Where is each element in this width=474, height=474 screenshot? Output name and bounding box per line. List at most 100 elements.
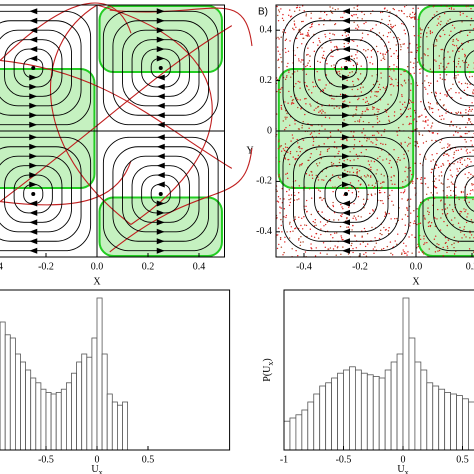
particle: [340, 235, 342, 237]
x-tick-label: 0.2: [142, 261, 155, 272]
particle: [280, 218, 282, 221]
particle: [351, 71, 353, 73]
particle: [429, 30, 432, 32]
particle: [440, 171, 443, 173]
particle: [318, 79, 320, 81]
particle: [286, 231, 288, 233]
particle: [295, 97, 298, 99]
particle: [321, 199, 323, 201]
particle: [468, 117, 470, 120]
flow-arrow: [29, 36, 38, 43]
particle: [459, 161, 462, 164]
particle: [317, 237, 320, 239]
particle: [379, 11, 382, 14]
particle: [355, 113, 357, 115]
particle: [347, 253, 350, 255]
particle: [440, 48, 442, 51]
particle: [323, 11, 326, 14]
particle: [463, 234, 466, 236]
particle: [389, 69, 392, 71]
particle: [407, 198, 409, 201]
particle: [428, 248, 430, 250]
flow-arrow: [29, 83, 38, 90]
histogram-bar: [438, 388, 446, 451]
particle: [378, 189, 381, 192]
particle: [461, 48, 464, 50]
particle: [290, 140, 292, 142]
particle: [453, 236, 456, 239]
particle: [338, 150, 340, 153]
particle: [434, 59, 436, 61]
histogram-bar: [420, 369, 428, 451]
particle: [329, 32, 331, 35]
particle: [345, 35, 348, 37]
particle: [355, 153, 358, 156]
particle: [347, 74, 349, 77]
particle: [427, 225, 430, 228]
particle: [382, 247, 385, 250]
particle: [401, 253, 403, 256]
particle: [367, 48, 369, 51]
histogram-bar: [55, 391, 62, 451]
particle: [390, 166, 393, 169]
particle: [444, 68, 446, 70]
particle: [348, 189, 350, 192]
particle: [349, 182, 352, 184]
particle: [386, 9, 388, 12]
particle: [351, 187, 354, 189]
particle: [281, 61, 283, 63]
particle: [375, 182, 377, 184]
particle: [292, 98, 294, 101]
particle: [281, 231, 283, 233]
particle: [287, 50, 290, 53]
particle: [340, 253, 342, 255]
particle: [294, 123, 296, 125]
particle: [280, 145, 283, 147]
particle: [467, 213, 469, 215]
particle: [389, 47, 391, 50]
particle: [290, 103, 293, 105]
particle: [277, 147, 280, 150]
particle: [411, 234, 413, 236]
particle: [466, 164, 469, 166]
particle: [391, 78, 393, 81]
particle: [318, 17, 321, 20]
particle: [364, 134, 366, 137]
particle: [333, 34, 336, 36]
particle: [329, 19, 331, 21]
particle: [468, 248, 471, 250]
axis-label-part: x: [266, 362, 275, 366]
particle: [410, 212, 412, 214]
flow-arrow: [342, 181, 350, 188]
particle: [284, 101, 286, 103]
particle: [294, 180, 297, 182]
particle: [346, 158, 349, 161]
particle: [378, 192, 381, 194]
x-tick-label: 0.5: [142, 454, 155, 465]
particle: [331, 174, 334, 176]
region: [98, 196, 223, 258]
particle: [365, 97, 368, 99]
particle: [470, 110, 472, 112]
particle: [284, 143, 287, 145]
particle: [427, 54, 429, 57]
particle: [277, 59, 279, 62]
particle: [312, 144, 314, 146]
particle: [352, 80, 354, 83]
streamline: [422, 10, 474, 126]
particle: [406, 207, 408, 210]
particle: [401, 198, 403, 200]
particle: [287, 177, 289, 180]
particle: [290, 226, 293, 228]
particle: [467, 41, 469, 43]
particle: [288, 71, 290, 73]
axis-label-part: ): [262, 358, 273, 361]
panel-label: B): [258, 7, 268, 18]
particle: [461, 163, 463, 166]
particle: [351, 167, 354, 169]
particle: [441, 48, 443, 51]
particle: [444, 94, 446, 96]
particle: [448, 62, 450, 65]
particle: [404, 189, 406, 191]
x-tick-label: -0.5: [38, 454, 54, 465]
